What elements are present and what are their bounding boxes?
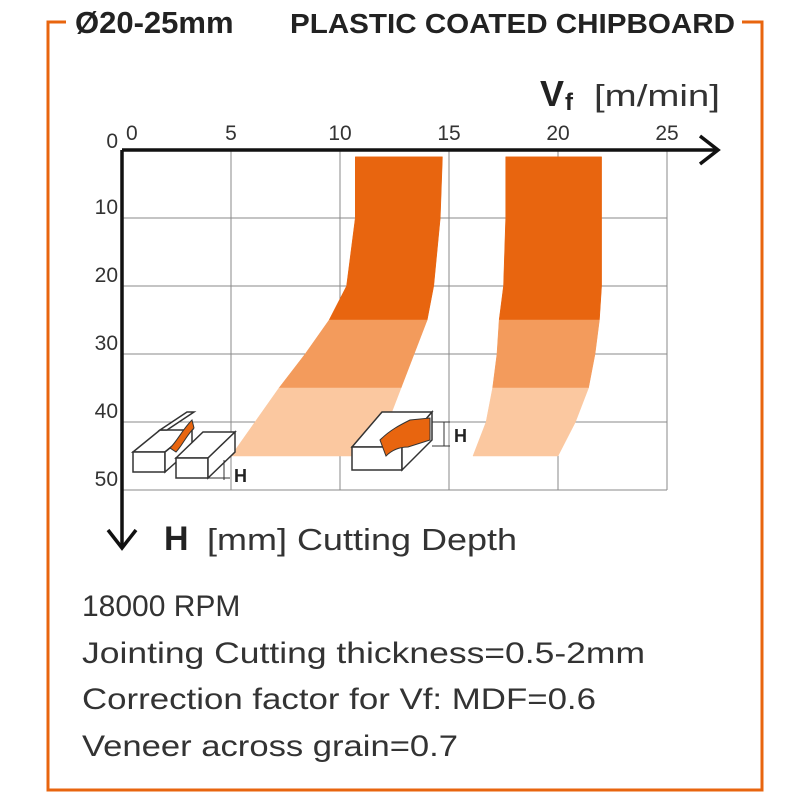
y-axis-arrow [106,528,138,551]
icon-jointing [130,411,237,480]
y-tick-label: 0 [106,130,118,153]
feed-band [498,156,602,321]
x-tick-label: 20 [546,122,569,145]
y-axis-label: H [164,520,189,558]
x-axis-label-sub: f [565,89,574,116]
note: Jointing Cutting thickness=0.5-2mm [82,637,645,670]
y-tick-label: 40 [95,400,118,423]
note: Correction factor for Vf: MDF=0.6 [82,683,596,716]
x-tick-label: 15 [437,122,460,145]
title: Ø20-25mm [75,5,234,40]
feed-band [472,387,589,457]
x-axis-arrow [698,134,721,166]
x-axis-unit: [m/min] [594,78,720,113]
x-tick-label: 5 [225,122,237,145]
y-tick-label: 30 [95,332,118,355]
y-axis-unit: [mm] Cutting Depth [207,522,517,557]
y-tick-label: 10 [95,196,118,219]
icon-label: H [234,466,247,486]
subtitle: PLASTIC COATED CHIPBOARD [290,8,735,39]
y-tick-label: 20 [95,264,118,287]
x-tick-label: 0 [126,122,138,145]
title-backdrop [66,0,742,44]
feed-band [492,319,600,389]
y-tick-label: 50 [95,468,118,491]
icon-profile [350,409,450,472]
x-tick-label: 25 [655,122,678,145]
x-tick-label: 10 [328,122,351,145]
x-axis-label: V [540,73,564,114]
icon-label: H [454,426,467,446]
note: 18000 RPM [82,590,240,623]
feed-band [328,156,443,321]
note: Veneer across grain=0.7 [82,730,458,763]
